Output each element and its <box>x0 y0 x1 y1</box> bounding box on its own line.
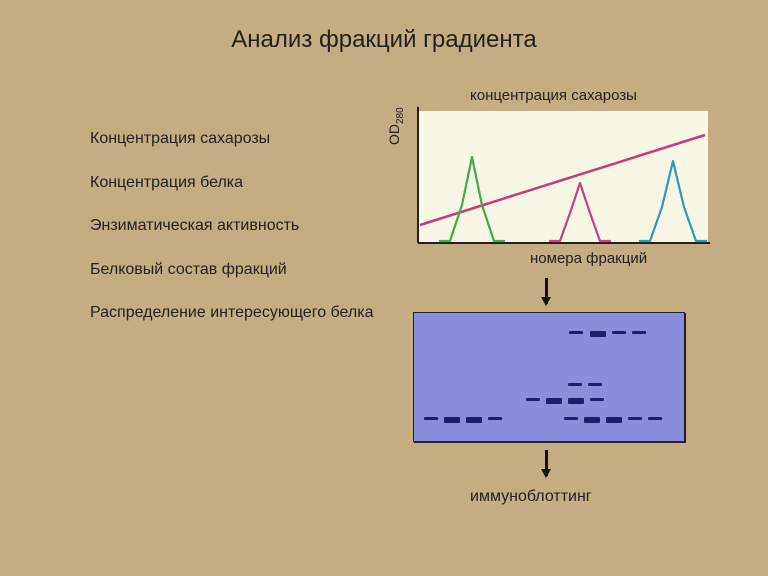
gel-band <box>632 331 646 334</box>
gel-band <box>648 417 662 420</box>
gel-band <box>606 417 622 423</box>
slide-title: Анализ фракций градиента <box>0 26 768 54</box>
gel-band <box>564 417 578 420</box>
gel-band <box>568 398 584 404</box>
arrow-down-icon <box>545 450 548 476</box>
gel-band <box>526 398 540 401</box>
gel-band <box>444 417 460 423</box>
gel-band <box>568 383 582 386</box>
gel-band <box>588 383 602 386</box>
gel-band <box>584 417 600 423</box>
gel-band <box>612 331 626 334</box>
od280-chart: OD280 концентрация сахарозы номера фракц… <box>410 95 730 265</box>
list-item: Концентрация белка <box>90 172 380 194</box>
gel-band <box>466 417 482 423</box>
slide: Анализ фракций градиента Концентрация са… <box>0 0 768 576</box>
list-item: Концентрация сахарозы <box>90 128 380 150</box>
immunoblotting-label: иммуноблоттинг <box>470 488 592 506</box>
gel-band <box>546 398 562 404</box>
gel-band <box>628 417 642 420</box>
x-axis-label: номера фракций <box>530 250 647 267</box>
gel-band <box>488 417 502 420</box>
gel-band <box>424 417 438 420</box>
gel-band <box>569 331 583 334</box>
arrow-down-icon <box>545 278 548 304</box>
chart-svg <box>410 105 710 250</box>
gel-band <box>590 398 604 401</box>
list-item: Белковый состав фракций <box>90 259 380 281</box>
analysis-list: Концентрация сахарозы Концентрация белка… <box>90 128 380 346</box>
gel-electrophoresis <box>413 312 685 442</box>
y-axis-label: OD280 <box>386 107 406 145</box>
gel-band <box>590 331 606 337</box>
list-item: Энзиматическая активность <box>90 215 380 237</box>
list-item: Распределение интересующего белка <box>90 302 380 324</box>
sucrose-label: концентрация сахарозы <box>470 87 637 104</box>
